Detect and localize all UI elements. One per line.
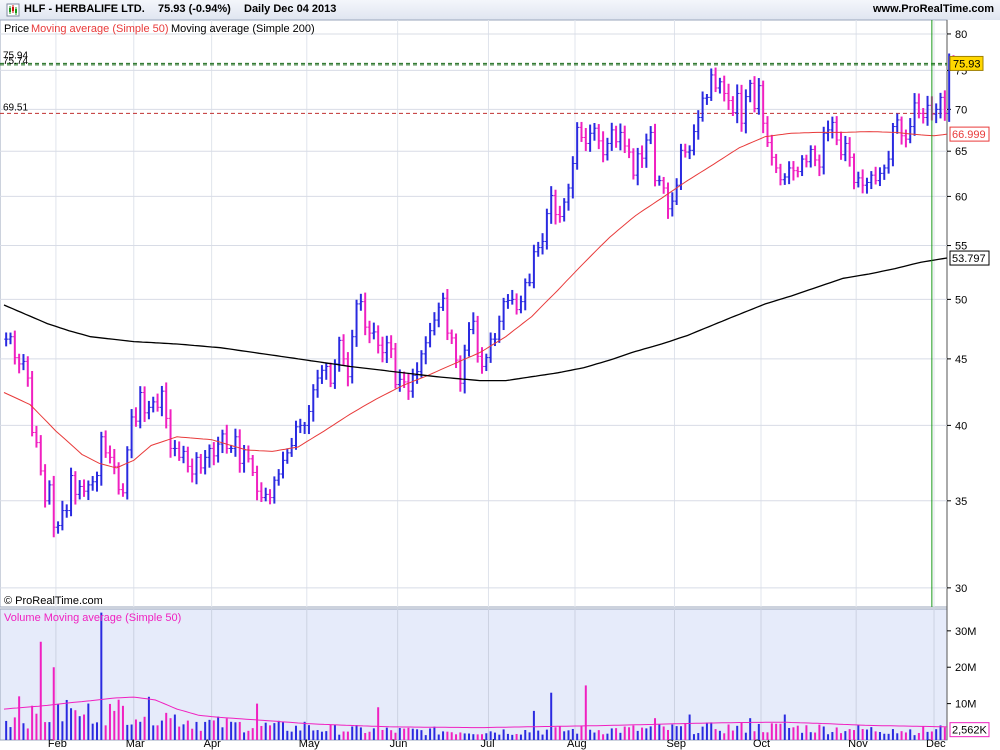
y-tick-label: 60: [955, 191, 967, 203]
volume-value-badge: [949, 722, 990, 738]
volume-legend: Volume Moving average (Simple 50): [4, 612, 181, 624]
volume-value-label: 2,562K: [952, 725, 988, 737]
x-tick-label: Oct: [753, 738, 770, 750]
volume-tick-label: 30M: [955, 626, 976, 638]
reference-line-label: 69.51: [3, 102, 28, 113]
ma-value-label: 66.999: [952, 129, 986, 141]
y-tick-label: 55: [955, 241, 967, 253]
instrument-title: HLF - HERBALIFE LTD.: [24, 3, 145, 15]
price-axis-area: [947, 20, 1000, 607]
x-tick-label: Dec: [926, 738, 946, 750]
y-tick-label: 40: [955, 420, 967, 432]
x-tick-label: Nov: [848, 738, 868, 750]
y-tick-label: 45: [955, 354, 967, 366]
x-tick-label: Apr: [204, 738, 221, 750]
volume-axis-area: [947, 609, 1000, 740]
last-price-change: 75.93 (-0.94%): [158, 3, 231, 15]
y-tick-label: 35: [955, 496, 967, 508]
ma200-line: [3, 257, 948, 382]
watermark: © ProRealTime.com: [4, 595, 103, 607]
x-tick-label: Aug: [567, 738, 587, 750]
price-legend-item: Price: [4, 23, 29, 35]
last-price-label: 75.93: [953, 58, 981, 70]
y-tick-label: 50: [955, 294, 967, 306]
volume-ma-line: [3, 696, 948, 729]
price-legend-item: Moving average (Simple 50): [31, 23, 169, 35]
x-tick-label: Feb: [48, 738, 67, 750]
x-tick-label: May: [299, 738, 320, 750]
y-tick-label: 80: [955, 29, 967, 41]
y-tick-label: 70: [955, 104, 967, 116]
chart-title-bar: HLF - HERBALIFE LTD. 75.93 (-0.94%) Dail…: [0, 0, 1000, 21]
volume-tick-label: 20M: [955, 662, 976, 674]
timeframe-date: Daily Dec 04 2013: [244, 3, 337, 15]
ma-value-label: 53.797: [952, 253, 986, 265]
ma-value-badge: [949, 250, 990, 266]
reference-line-label: 75.94: [3, 50, 28, 61]
volume-panel: [0, 608, 948, 741]
last-price-badge: [949, 55, 984, 71]
y-tick-label: 65: [955, 146, 967, 158]
x-tick-label: Jun: [390, 738, 408, 750]
x-tick-label: Sep: [666, 738, 686, 750]
candlestick-icon: [6, 3, 20, 17]
ma50-line: [3, 131, 948, 469]
y-tick-label: 30: [955, 583, 967, 595]
source-website: www.ProRealTime.com: [872, 3, 994, 15]
x-tick-label: Mar: [126, 738, 145, 750]
x-tick-label: Jul: [480, 738, 494, 750]
reference-line-label: 75.74: [3, 56, 28, 67]
price-legend-item: Moving average (Simple 200): [171, 23, 315, 35]
ma-value-badge: [949, 126, 990, 142]
volume-tick-label: 10M: [955, 699, 976, 711]
